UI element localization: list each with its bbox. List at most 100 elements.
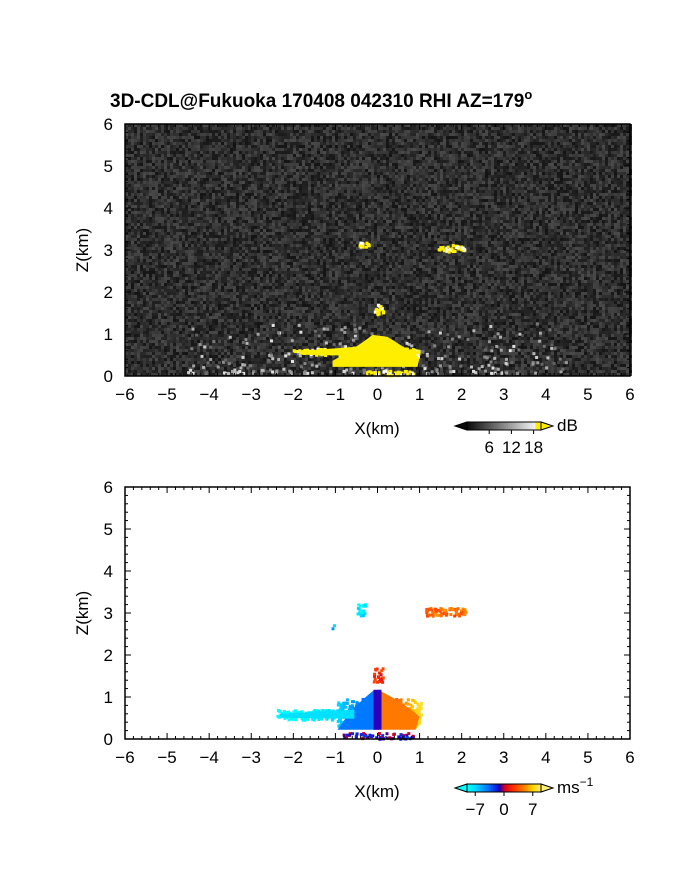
velocity-pixel (345, 733, 349, 737)
echo-pixel (446, 245, 450, 249)
colorbar-unit: dB (557, 416, 578, 435)
noise-speckle (324, 341, 328, 345)
colorbar-segment (539, 784, 542, 792)
echo-pixel (376, 311, 379, 315)
echo-pixel (377, 312, 381, 316)
velocity-pixel (349, 705, 353, 709)
colorbar-segment (535, 422, 538, 430)
velocity-pixel (413, 701, 417, 704)
noise-speckle (353, 323, 357, 327)
colorbar-segment (467, 784, 470, 792)
colorbar-segment (528, 422, 531, 430)
noise-speckle (249, 364, 252, 368)
noise-speckle (427, 330, 431, 334)
noise-speckle (228, 335, 232, 339)
noise-speckle (302, 371, 306, 375)
noise-speckle (410, 344, 414, 348)
velocity-pixel (385, 736, 389, 740)
noise-speckle (230, 370, 234, 373)
velocity-pixel (354, 704, 358, 708)
velocity-axes: −6 −5 −4 −3 −2 −1 0 1 2 3 4 5 6 0 1 2 3 4 5 6 (104, 478, 635, 767)
noise-speckle (241, 363, 245, 367)
noise-speckle (480, 365, 484, 369)
noise-speckle (271, 324, 275, 327)
velocity-pixel (418, 719, 422, 723)
noise-speckle (354, 330, 358, 333)
colorbar-segment (528, 784, 531, 792)
y-tick-label: 3 (104, 241, 113, 260)
x-tick-label: 0 (373, 748, 382, 767)
velocity-pixel (369, 735, 373, 739)
echo-pixel (411, 350, 415, 354)
noise-speckle (246, 366, 250, 370)
echo-main-body (332, 334, 420, 367)
colorbar-segment (505, 422, 509, 430)
noise-speckle (290, 339, 294, 343)
velocity-pixel (418, 713, 422, 717)
y-tick-label: 6 (104, 478, 113, 497)
colorbar-tick-label: 12 (502, 438, 521, 457)
colorbar-segment (515, 784, 518, 792)
velocity-pixel (359, 733, 363, 737)
velocity-pixel (431, 611, 435, 615)
colorbar-segment (504, 422, 507, 430)
y-tick-label: 1 (104, 688, 113, 707)
noise-speckle (268, 353, 272, 357)
velocity-pixel (356, 607, 360, 610)
noise-speckle (489, 360, 493, 364)
colorbar-segment (513, 422, 516, 430)
noise-speckle (499, 335, 502, 339)
velocity-pixel (460, 609, 463, 613)
velocity-pixel (418, 721, 422, 725)
velocity-pixel (375, 736, 379, 740)
x-tick-label: 4 (541, 748, 550, 767)
noise-speckle (190, 347, 194, 351)
velocity-pixel (464, 611, 468, 614)
noise-speckle (205, 371, 209, 375)
velocity-pixel (361, 610, 365, 614)
echo-pixel (361, 245, 365, 249)
velocity-feature (372, 667, 385, 684)
velocity-pixel (381, 734, 385, 738)
echo-pixel (453, 250, 457, 253)
velocity-pixel (311, 717, 315, 721)
noise-speckle (288, 369, 292, 373)
noise-speckle (470, 365, 473, 369)
noise-speckle (299, 330, 303, 334)
noise-speckle (512, 344, 516, 348)
noise-speckle (459, 364, 463, 368)
colorbar-min-triangle (453, 783, 468, 793)
velocity-pixel (399, 736, 403, 740)
noise-speckle (303, 362, 307, 365)
colorbar-segment (483, 784, 486, 792)
echo-pixel (447, 250, 451, 254)
velocity-pixel (366, 735, 369, 739)
y-tick-label: 4 (104, 199, 113, 218)
colorbar-segment (531, 784, 535, 792)
noise-speckle (353, 334, 357, 338)
noise-speckle (508, 349, 512, 353)
velocity-pixel (342, 705, 346, 709)
velocity-pixel (287, 710, 290, 714)
velocity-pixel (358, 608, 362, 612)
velocity-colorbar: −7 0 7 ms−1 (453, 775, 594, 819)
noise-speckle (491, 366, 495, 370)
noise-speckle (553, 347, 557, 351)
noise-speckle (511, 348, 515, 352)
colorbar-segment (479, 422, 483, 430)
velocity-pixel (333, 624, 336, 628)
noise-speckle (559, 370, 563, 374)
noise-speckle (488, 340, 491, 344)
velocity-feature (356, 603, 368, 618)
echo-pixel (377, 373, 381, 377)
velocity-pixel (454, 608, 458, 612)
noise-speckle (282, 367, 286, 371)
colorbar-segment (516, 784, 520, 792)
echo-pixel (455, 246, 459, 250)
colorbar-segment (507, 784, 511, 792)
noise-speckle (200, 354, 204, 358)
velocity-pixel (340, 720, 344, 724)
velocity-pixel (417, 709, 421, 713)
x-tick-label: 1 (415, 748, 424, 767)
velocity-feature (331, 624, 336, 631)
